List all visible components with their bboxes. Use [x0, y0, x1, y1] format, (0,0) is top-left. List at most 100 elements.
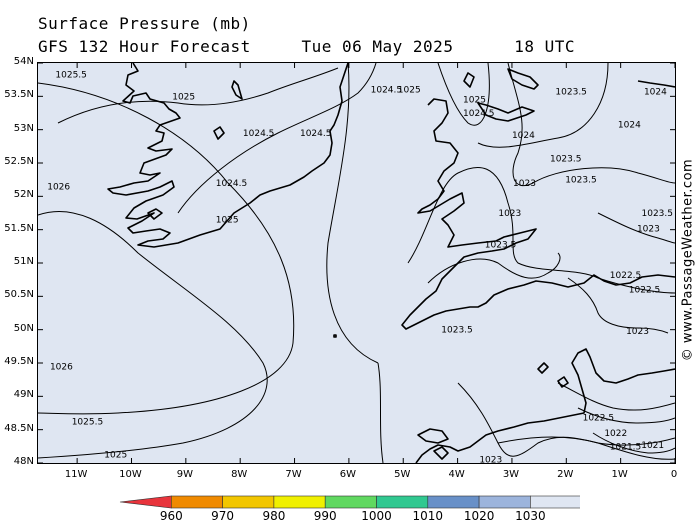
isobar-line: [38, 210, 268, 459]
isobar-value-label: 1026: [50, 362, 73, 372]
britain-coastline: [401, 98, 675, 330]
isobar-value-label: 1023: [513, 179, 536, 189]
lat-tick-label: 52.5N: [4, 156, 34, 167]
pressure-map: 1025.5 1025 1024.5 1025 1024.5 1024.5 1026 1024…: [37, 62, 676, 464]
isobar-value-label: 1025.5: [72, 418, 104, 428]
isobar-value-label: 1024.5: [371, 86, 403, 96]
isobar-line: [577, 407, 675, 424]
legend-swatch: [324, 495, 377, 509]
isobar-line: [177, 63, 377, 214]
legend-swatch: [273, 495, 326, 509]
legend-value-label: 990: [313, 509, 337, 523]
isobar-line: [597, 212, 675, 244]
legend-value-label: 960: [159, 509, 183, 523]
lon-tick-label: 6W: [339, 469, 357, 480]
legend-swatch: [530, 495, 580, 509]
legend-value-label: 1010: [412, 509, 444, 523]
isobar-line: [326, 63, 379, 364]
lat-tick-label: 50N: [13, 322, 34, 334]
lat-tick-label: 52N: [13, 189, 34, 201]
isobar-value-label: 1022.5: [629, 286, 661, 296]
lat-tick-label: 53N: [13, 122, 34, 134]
lat-tick-label: 54N: [13, 56, 34, 67]
lat-tick-label: 49.5N: [4, 356, 34, 367]
isobar-value-label: 1022.5: [583, 414, 615, 424]
isobar-value-label: 1025.5: [55, 70, 87, 80]
france-coastline: [415, 348, 675, 463]
isobar-value-label: 1023.5: [565, 176, 597, 186]
isobar-value-label: 1025: [463, 96, 486, 106]
isobar-value-label: 1023.5: [441, 326, 473, 336]
lon-tick-label: 9W: [176, 469, 193, 480]
wales-inlet: [507, 68, 539, 90]
britain-north-coast: [477, 102, 535, 122]
watermark: © www.PassageWeather.com: [679, 60, 697, 460]
lat-tick-label: 51N: [13, 256, 34, 267]
scilly-island: [333, 334, 337, 338]
ireland-coastline: [107, 63, 349, 248]
lat-tick-label: 49N: [13, 389, 34, 401]
watermark-text: © www.PassageWeather.com: [680, 158, 696, 362]
ireland-bay: [147, 208, 163, 220]
legend-value-label: 1030: [515, 509, 546, 523]
lon-tick-label: 11W: [64, 469, 88, 480]
map-title: Surface Pressure (mb): [38, 14, 251, 33]
isobar-lines: [38, 63, 675, 463]
lon-tick-label: 4W: [448, 469, 465, 480]
isobar-value-label: 1023: [479, 456, 502, 463]
lon-tick-label: 5W: [394, 469, 411, 480]
thames-estuary: [637, 80, 675, 88]
isobar-value-label: 1023.5: [555, 88, 587, 98]
forecast-subtitle: GFS 132 Hour Forecast Tue 06 May 2025 18…: [38, 37, 576, 56]
isobar-line: [377, 362, 384, 463]
isobar-value-label: 1024: [618, 120, 641, 130]
isobar-line: [437, 63, 490, 126]
isobar-value-label: 1023: [626, 327, 649, 337]
lat-tick-label: 50.5N: [4, 289, 34, 301]
isobar-line: [592, 432, 675, 454]
legend-value-label: 980: [262, 509, 286, 523]
coastlines: [107, 63, 675, 463]
isle-of-man: [463, 72, 475, 88]
legend-value-label: 1020: [463, 509, 495, 523]
isobar-value-label: 1023.5: [642, 209, 674, 219]
lon-tick-label: 8W: [231, 469, 248, 480]
isobar-value-label: 1025: [216, 216, 239, 226]
ireland-bay: [231, 80, 243, 100]
isobar-value-label: 1023.5: [550, 154, 582, 164]
legend-swatch: [170, 495, 223, 509]
legend-swatch: [119, 495, 172, 509]
legend-swatch: [427, 495, 480, 509]
isobar-line: [427, 252, 561, 284]
isobar-line: [567, 277, 669, 334]
lon-tick-label: 2W: [557, 469, 574, 480]
isobar-value-label: 1025: [398, 86, 421, 96]
france-islet: [557, 376, 569, 388]
pressure-color-legend: [119, 495, 580, 509]
lon-tick-label: 7W: [285, 469, 302, 480]
lon-tick-label: 1W: [611, 469, 628, 480]
isobar-value-label: 1024: [512, 131, 535, 141]
isobar-value-label: 1021: [641, 441, 664, 451]
isobar-value-label: 1023.5: [485, 240, 517, 250]
isobar-value-label: 1024.5: [300, 129, 332, 139]
isobar-value-label: 1024.5: [243, 129, 274, 139]
brittany-islands: [433, 446, 449, 460]
isobar-value-label: 1023: [498, 209, 521, 219]
isobar-line: [477, 63, 609, 148]
isobar-line: [57, 67, 339, 124]
isobar-line: [497, 436, 675, 460]
isobar-value-label: 1025: [104, 450, 127, 460]
isobar-value-label: 1026: [47, 182, 70, 192]
isobar-value-label: 1023: [637, 224, 660, 234]
lon-tick-label: 10W: [119, 469, 142, 480]
lon-tick-label: 0: [670, 469, 678, 480]
lat-tick-label: 48N: [13, 456, 34, 467]
isobar-value-label: 1024.5: [216, 179, 248, 189]
lat-tick-label: 48.5N: [4, 422, 34, 434]
lon-tick-label: 3W: [502, 469, 520, 480]
ireland-bay: [213, 126, 225, 140]
isobar-line: [38, 82, 295, 415]
brittany-islands: [417, 428, 449, 444]
